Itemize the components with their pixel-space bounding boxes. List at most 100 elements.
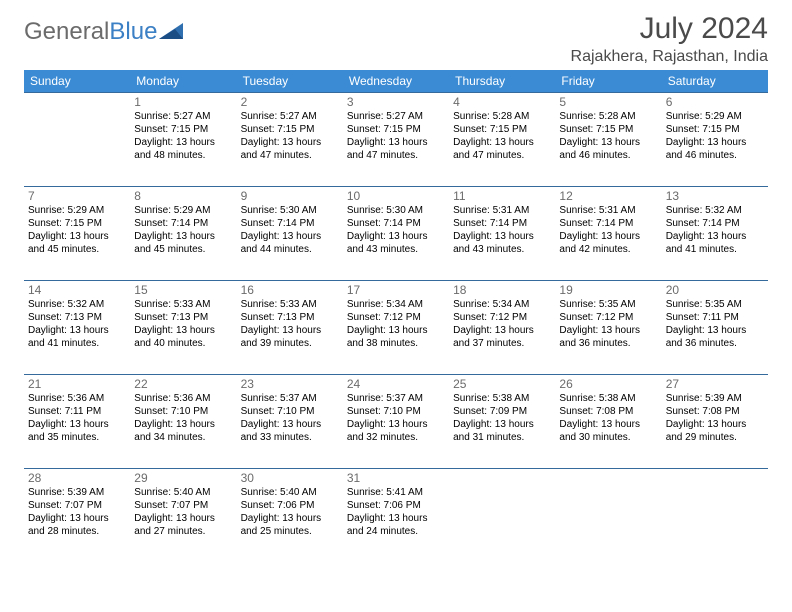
brand-part2: Blue — [109, 18, 157, 46]
calendar-cell: 30Sunrise: 5:40 AMSunset: 7:06 PMDayligh… — [237, 469, 343, 563]
day-details: Sunrise: 5:39 AMSunset: 7:07 PMDaylight:… — [28, 486, 126, 538]
calendar-cell: 10Sunrise: 5:30 AMSunset: 7:14 PMDayligh… — [343, 187, 449, 281]
day-number: 1 — [134, 95, 232, 109]
day-number: 10 — [347, 189, 445, 203]
day-details: Sunrise: 5:27 AMSunset: 7:15 PMDaylight:… — [241, 110, 339, 162]
day-details: Sunrise: 5:28 AMSunset: 7:15 PMDaylight:… — [453, 110, 551, 162]
day-details: Sunrise: 5:29 AMSunset: 7:14 PMDaylight:… — [134, 204, 232, 256]
calendar-cell: 28Sunrise: 5:39 AMSunset: 7:07 PMDayligh… — [24, 469, 130, 563]
day-details: Sunrise: 5:40 AMSunset: 7:07 PMDaylight:… — [134, 486, 232, 538]
location-label: Rajakhera, Rajasthan, India — [571, 48, 768, 66]
day-details: Sunrise: 5:30 AMSunset: 7:14 PMDaylight:… — [347, 204, 445, 256]
day-details: Sunrise: 5:34 AMSunset: 7:12 PMDaylight:… — [453, 298, 551, 350]
day-details: Sunrise: 5:36 AMSunset: 7:10 PMDaylight:… — [134, 392, 232, 444]
calendar-cell: 6Sunrise: 5:29 AMSunset: 7:15 PMDaylight… — [662, 93, 768, 187]
day-number: 8 — [134, 189, 232, 203]
calendar-cell: 21Sunrise: 5:36 AMSunset: 7:11 PMDayligh… — [24, 375, 130, 469]
day-details: Sunrise: 5:30 AMSunset: 7:14 PMDaylight:… — [241, 204, 339, 256]
day-number: 18 — [453, 283, 551, 297]
day-number: 30 — [241, 471, 339, 485]
calendar-week-row: 21Sunrise: 5:36 AMSunset: 7:11 PMDayligh… — [24, 375, 768, 469]
calendar-week-row: 7Sunrise: 5:29 AMSunset: 7:15 PMDaylight… — [24, 187, 768, 281]
day-details: Sunrise: 5:31 AMSunset: 7:14 PMDaylight:… — [559, 204, 657, 256]
day-details: Sunrise: 5:31 AMSunset: 7:14 PMDaylight:… — [453, 204, 551, 256]
day-number: 9 — [241, 189, 339, 203]
day-number: 26 — [559, 377, 657, 391]
calendar-cell: 11Sunrise: 5:31 AMSunset: 7:14 PMDayligh… — [449, 187, 555, 281]
day-details: Sunrise: 5:32 AMSunset: 7:14 PMDaylight:… — [666, 204, 764, 256]
day-details: Sunrise: 5:32 AMSunset: 7:13 PMDaylight:… — [28, 298, 126, 350]
day-number: 11 — [453, 189, 551, 203]
day-details: Sunrise: 5:38 AMSunset: 7:08 PMDaylight:… — [559, 392, 657, 444]
day-details: Sunrise: 5:41 AMSunset: 7:06 PMDaylight:… — [347, 486, 445, 538]
calendar-cell: 14Sunrise: 5:32 AMSunset: 7:13 PMDayligh… — [24, 281, 130, 375]
day-number: 14 — [28, 283, 126, 297]
calendar-cell: 22Sunrise: 5:36 AMSunset: 7:10 PMDayligh… — [130, 375, 236, 469]
day-number: 24 — [347, 377, 445, 391]
day-number: 29 — [134, 471, 232, 485]
day-number: 19 — [559, 283, 657, 297]
day-details: Sunrise: 5:28 AMSunset: 7:15 PMDaylight:… — [559, 110, 657, 162]
calendar-week-row: 28Sunrise: 5:39 AMSunset: 7:07 PMDayligh… — [24, 469, 768, 563]
day-details: Sunrise: 5:33 AMSunset: 7:13 PMDaylight:… — [134, 298, 232, 350]
day-number: 16 — [241, 283, 339, 297]
calendar-cell: 24Sunrise: 5:37 AMSunset: 7:10 PMDayligh… — [343, 375, 449, 469]
calendar-cell: 4Sunrise: 5:28 AMSunset: 7:15 PMDaylight… — [449, 93, 555, 187]
calendar-cell: 7Sunrise: 5:29 AMSunset: 7:15 PMDaylight… — [24, 187, 130, 281]
day-details: Sunrise: 5:34 AMSunset: 7:12 PMDaylight:… — [347, 298, 445, 350]
calendar-cell: 8Sunrise: 5:29 AMSunset: 7:14 PMDaylight… — [130, 187, 236, 281]
day-number: 7 — [28, 189, 126, 203]
day-header: Friday — [555, 70, 661, 93]
day-details: Sunrise: 5:36 AMSunset: 7:11 PMDaylight:… — [28, 392, 126, 444]
calendar-cell: 5Sunrise: 5:28 AMSunset: 7:15 PMDaylight… — [555, 93, 661, 187]
day-number: 17 — [347, 283, 445, 297]
calendar-cell: 29Sunrise: 5:40 AMSunset: 7:07 PMDayligh… — [130, 469, 236, 563]
calendar-cell: 23Sunrise: 5:37 AMSunset: 7:10 PMDayligh… — [237, 375, 343, 469]
day-number: 5 — [559, 95, 657, 109]
calendar-cell — [662, 469, 768, 563]
logo-triangle-icon — [159, 23, 185, 41]
calendar-cell: 18Sunrise: 5:34 AMSunset: 7:12 PMDayligh… — [449, 281, 555, 375]
day-details: Sunrise: 5:39 AMSunset: 7:08 PMDaylight:… — [666, 392, 764, 444]
calendar-cell: 17Sunrise: 5:34 AMSunset: 7:12 PMDayligh… — [343, 281, 449, 375]
day-number: 22 — [134, 377, 232, 391]
calendar-header-row: Sunday Monday Tuesday Wednesday Thursday… — [24, 70, 768, 93]
day-details: Sunrise: 5:37 AMSunset: 7:10 PMDaylight:… — [347, 392, 445, 444]
day-details: Sunrise: 5:35 AMSunset: 7:12 PMDaylight:… — [559, 298, 657, 350]
calendar-cell — [555, 469, 661, 563]
brand-part1: General — [24, 18, 109, 46]
calendar-cell: 16Sunrise: 5:33 AMSunset: 7:13 PMDayligh… — [237, 281, 343, 375]
day-header: Saturday — [662, 70, 768, 93]
day-number: 13 — [666, 189, 764, 203]
calendar-cell: 19Sunrise: 5:35 AMSunset: 7:12 PMDayligh… — [555, 281, 661, 375]
day-header: Thursday — [449, 70, 555, 93]
day-number: 4 — [453, 95, 551, 109]
calendar-week-row: 1 Sunrise: 5:27 AMSunset: 7:15 PMDaylight… — [24, 93, 768, 187]
day-number: 20 — [666, 283, 764, 297]
title-block: July 2024 Rajakhera, Rajasthan, India — [571, 12, 768, 66]
calendar-cell: 31Sunrise: 5:41 AMSunset: 7:06 PMDayligh… — [343, 469, 449, 563]
day-number: 2 — [241, 95, 339, 109]
calendar-cell: 2Sunrise: 5:27 AMSunset: 7:15 PMDaylight… — [237, 93, 343, 187]
calendar-cell: 3Sunrise: 5:27 AMSunset: 7:15 PMDaylight… — [343, 93, 449, 187]
day-number: 6 — [666, 95, 764, 109]
day-number: 15 — [134, 283, 232, 297]
day-number: 23 — [241, 377, 339, 391]
day-details: Sunrise: 5:29 AMSunset: 7:15 PMDaylight:… — [666, 110, 764, 162]
calendar-cell: 15Sunrise: 5:33 AMSunset: 7:13 PMDayligh… — [130, 281, 236, 375]
day-details: Sunrise: 5:38 AMSunset: 7:09 PMDaylight:… — [453, 392, 551, 444]
day-header: Tuesday — [237, 70, 343, 93]
day-number: 12 — [559, 189, 657, 203]
day-header: Sunday — [24, 70, 130, 93]
day-number: 21 — [28, 377, 126, 391]
day-details: Sunrise: 5:27 AMSunset: 7:15 PMDaylight:… — [347, 110, 445, 162]
day-details: Sunrise: 5:35 AMSunset: 7:11 PMDaylight:… — [666, 298, 764, 350]
calendar-cell: 1Sunrise: 5:27 AMSunset: 7:15 PMDaylight… — [130, 93, 236, 187]
calendar-cell: 20Sunrise: 5:35 AMSunset: 7:11 PMDayligh… — [662, 281, 768, 375]
brand-logo: GeneralBlue — [24, 18, 185, 46]
day-number: 27 — [666, 377, 764, 391]
day-number: 31 — [347, 471, 445, 485]
calendar-table: Sunday Monday Tuesday Wednesday Thursday… — [24, 70, 768, 563]
day-details: Sunrise: 5:40 AMSunset: 7:06 PMDaylight:… — [241, 486, 339, 538]
calendar-cell: 27Sunrise: 5:39 AMSunset: 7:08 PMDayligh… — [662, 375, 768, 469]
